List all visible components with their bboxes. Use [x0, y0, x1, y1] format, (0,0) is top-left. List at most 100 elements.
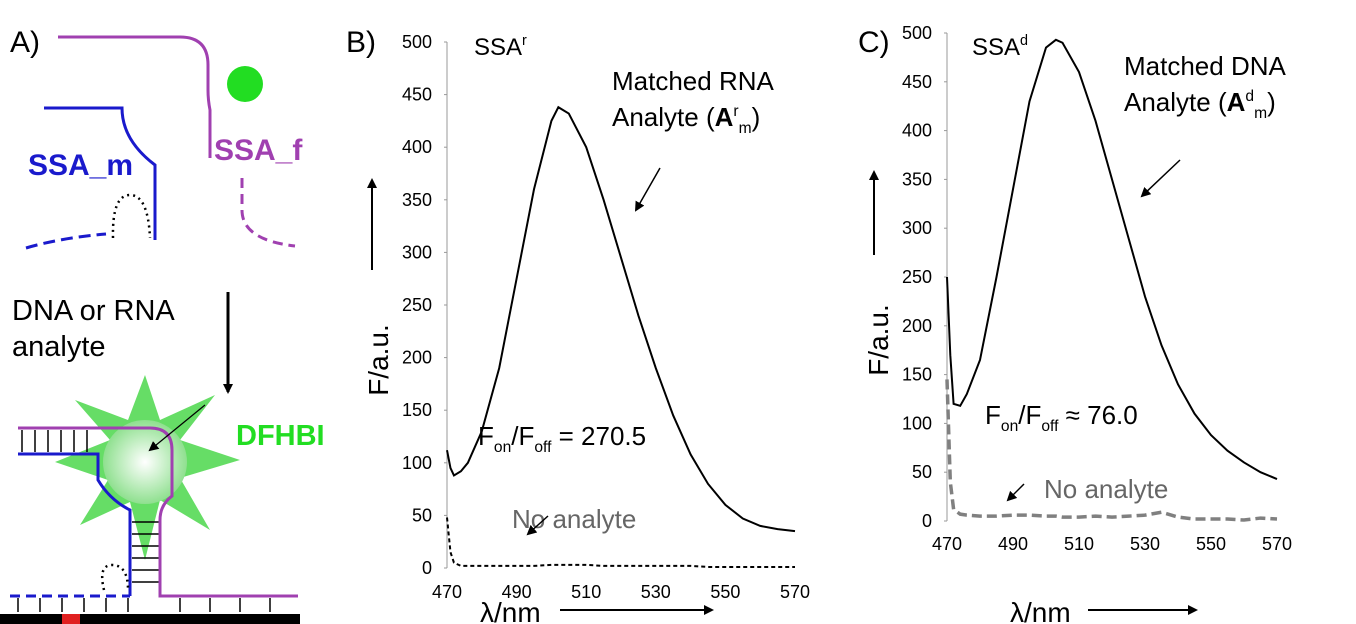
x-tick-label: 510	[571, 582, 601, 602]
strand-m-bound	[18, 452, 132, 596]
text-piece: SSA	[972, 34, 1020, 61]
y-tick-label: 150	[402, 400, 432, 420]
target	[0, 614, 300, 624]
pointer-arrow	[1006, 483, 1025, 502]
annotation: Fon/Foff ≈ 76.0	[985, 400, 1138, 435]
panel-label: A)	[10, 26, 40, 59]
pointer-arrow	[1140, 159, 1181, 198]
text-piece: m	[739, 120, 752, 137]
pointer-arrow	[635, 167, 661, 212]
dye-label: DFHBI	[236, 420, 325, 452]
x-tick-label: 570	[780, 582, 810, 602]
x-tick-label: 570	[1262, 534, 1292, 554]
annotation: Analyte (Arm)	[612, 102, 760, 137]
glow	[103, 420, 187, 504]
y-tick-label: 50	[412, 505, 432, 525]
dye	[227, 66, 263, 102]
loop	[111, 193, 152, 239]
x-tick-label: 530	[641, 582, 671, 602]
text-piece: m	[1254, 105, 1267, 122]
text-piece: r	[733, 103, 738, 120]
annotation: Analyte (Adm)	[1124, 87, 1276, 122]
y-axis-label: F/a.u.	[863, 304, 894, 376]
chart-panel: 0 50 100 150 200 250 300 350 400 450 500 470 490 510 5…	[346, 26, 810, 624]
data-line	[946, 38, 1278, 480]
x-tick-label: 510	[1064, 534, 1094, 554]
y-tick-label: 450	[402, 85, 432, 105]
chart-title: SSAd	[972, 33, 1028, 61]
text-piece: Analyte (	[612, 102, 715, 132]
y-tick-label: 400	[902, 121, 932, 141]
text-piece: /F	[1018, 400, 1041, 430]
strand-f	[58, 35, 212, 158]
y-tick-label: 200	[402, 348, 432, 368]
text-piece: Analyte (	[1124, 87, 1227, 117]
x-tick-label: 550	[710, 582, 740, 602]
y-tick-label: 50	[912, 462, 932, 482]
x-tick-label: 470	[932, 534, 962, 554]
y-tick-label: 500	[402, 32, 432, 52]
x-tick-label: 490	[998, 534, 1028, 554]
text-piece: F	[985, 400, 1001, 430]
text-piece: r	[522, 33, 527, 49]
data-line	[446, 105, 796, 533]
text-piece: on	[1001, 418, 1018, 435]
chart-panel: 0 50 100 150 200 250 300 350 400 450 500 470 490 510 5…	[858, 23, 1292, 624]
mismatch-site	[62, 614, 80, 624]
text-piece: Matched DNA	[1124, 51, 1286, 81]
y-tick-label: 0	[922, 511, 932, 531]
step-label: DNA or RNA	[12, 295, 175, 327]
x-tick-label: 530	[1130, 534, 1160, 554]
y-tick-label: 100	[402, 453, 432, 473]
annotation: Matched RNA	[612, 66, 774, 96]
strand-m-dashed	[25, 232, 107, 250]
strand-f-dashed	[240, 178, 296, 248]
annotation: Fon/Foff = 270.5	[478, 421, 646, 456]
y-tick-label: 400	[402, 137, 432, 157]
text-piece: No analyte	[1044, 474, 1168, 504]
text-piece: on	[494, 439, 511, 456]
text-piece: /F	[511, 421, 534, 451]
arrow	[148, 404, 206, 452]
x-tick-label: 550	[1196, 534, 1226, 554]
strand-label: SSA_f	[214, 134, 303, 167]
text-piece: off	[534, 439, 552, 456]
strand-label: SSA_m	[28, 149, 133, 182]
text-piece: F	[478, 421, 494, 451]
y-axis-label: F/a.u.	[363, 324, 394, 396]
text-piece: ≈ 76.0	[1058, 400, 1137, 430]
text-piece: A	[1227, 87, 1246, 117]
text-piece: d	[1245, 88, 1254, 105]
chart-title: SSAr	[474, 33, 527, 61]
y-tick-label: 0	[422, 558, 432, 578]
text-piece: )	[1267, 87, 1276, 117]
pointer-arrow	[526, 515, 549, 536]
text-piece: = 270.5	[551, 421, 646, 451]
text-piece: )	[752, 102, 761, 132]
step-label: analyte	[12, 331, 106, 363]
text-piece: SSA	[474, 34, 522, 61]
y-tick-label: 350	[402, 190, 432, 210]
y-tick-label: 450	[902, 72, 932, 92]
annotation: No analyte	[1044, 474, 1168, 504]
panel-label: C)	[858, 26, 890, 59]
x-axis-label: λ/nm	[480, 597, 541, 624]
text-piece: No analyte	[512, 504, 636, 534]
x-tick-label: 470	[432, 582, 462, 602]
loop	[101, 563, 130, 591]
text-piece: A	[715, 102, 734, 132]
strand-m	[44, 106, 157, 240]
annotation: No analyte	[512, 504, 636, 534]
ladder	[17, 430, 271, 612]
y-tick-label: 250	[902, 267, 932, 287]
x-axis-label: λ/nm	[1010, 597, 1071, 624]
annotation: Matched DNA	[1124, 51, 1286, 81]
y-tick-label: 300	[402, 242, 432, 262]
y-tick-label: 250	[402, 295, 432, 315]
text-piece: off	[1041, 418, 1059, 435]
y-tick-label: 150	[902, 365, 932, 385]
y-tick-label: 350	[902, 169, 932, 189]
x-tick-label: 490	[502, 582, 532, 602]
strand-f-bound	[18, 426, 298, 598]
